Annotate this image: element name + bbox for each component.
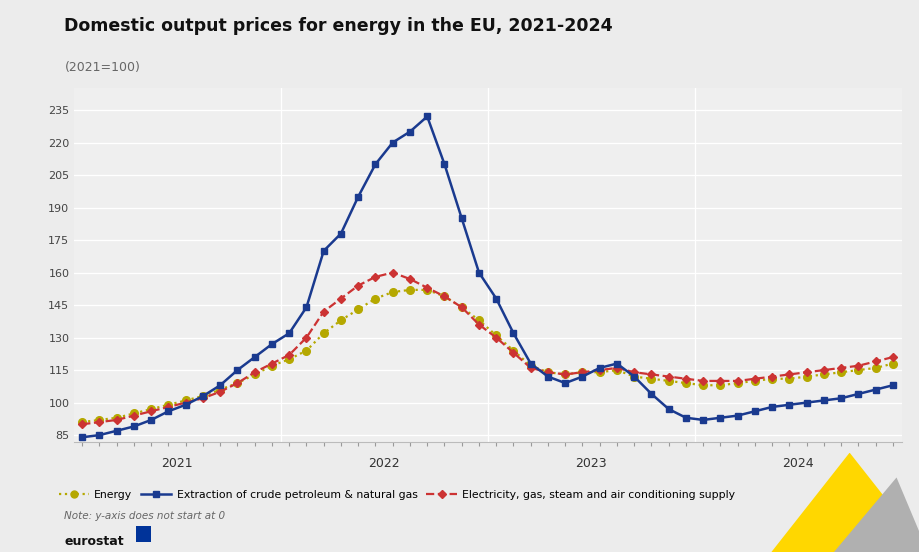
- Text: 2023: 2023: [574, 458, 607, 470]
- Text: 2022: 2022: [368, 458, 400, 470]
- Polygon shape: [834, 477, 919, 552]
- Text: 2021: 2021: [161, 458, 193, 470]
- Text: 2024: 2024: [781, 458, 813, 470]
- Text: Domestic output prices for energy in the EU, 2021-2024: Domestic output prices for energy in the…: [64, 17, 612, 35]
- Legend: Energy, Extraction of crude petroleum & natural gas, Electricity, gas, steam and: Energy, Extraction of crude petroleum & …: [54, 486, 739, 505]
- Text: eurostat: eurostat: [64, 535, 124, 549]
- Text: Note: y-axis does not start at 0: Note: y-axis does not start at 0: [64, 511, 225, 521]
- Text: (2021=100): (2021=100): [64, 61, 140, 74]
- Polygon shape: [771, 453, 919, 552]
